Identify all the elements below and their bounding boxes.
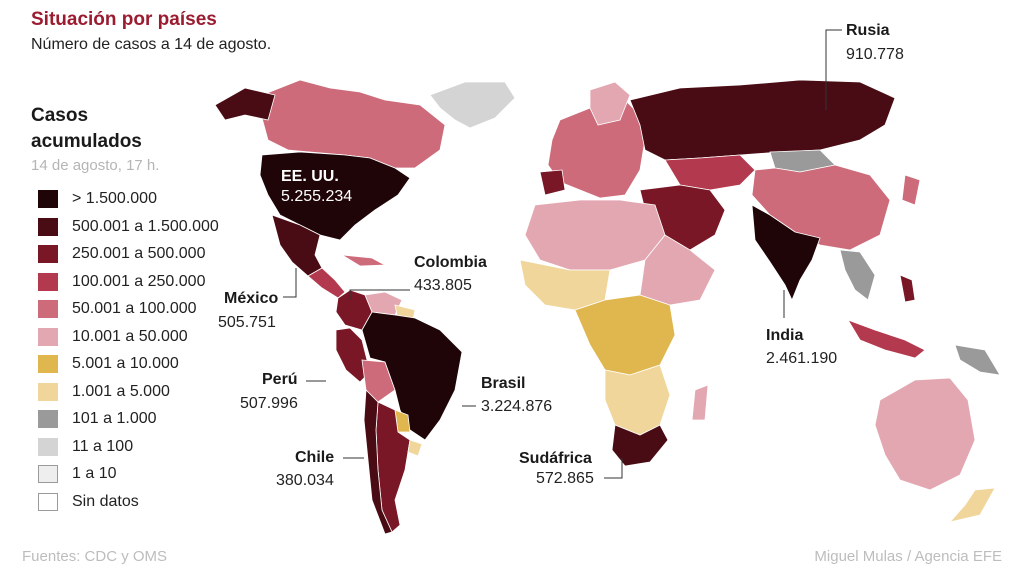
legend-title: Casos acumulados — [31, 105, 142, 152]
philippines-region — [899, 274, 916, 303]
legend-item: 100.001 a 250.000 — [38, 271, 268, 293]
colombia-name-label: Colombia — [414, 254, 487, 271]
east-africa-region — [639, 234, 716, 306]
central-asia-region — [664, 154, 756, 191]
brasil-region — [361, 311, 463, 441]
legend-label: 10.001 a 50.000 — [72, 328, 188, 345]
legend-label: 50.001 a 100.000 — [72, 300, 197, 317]
spain-region — [539, 169, 566, 196]
legend-swatch — [38, 245, 58, 263]
peru-name-label: Perú — [262, 371, 298, 388]
usa-value-label: 5.255.234 — [281, 188, 353, 205]
legend-item: 1.001 a 5.000 — [38, 381, 268, 403]
usa-region — [259, 151, 411, 241]
legend-item: 5.001 a 10.000 — [38, 353, 268, 375]
bolivia-region — [361, 359, 396, 403]
legend-label: 250.001 a 500.000 — [72, 245, 206, 262]
sudafrica-value-label: 572.865 — [536, 470, 594, 487]
legend-label: 1.001 a 5.000 — [72, 383, 170, 400]
legend-swatch — [38, 190, 58, 208]
colombia-leader — [349, 289, 410, 300]
chile-region — [363, 389, 393, 535]
caribbean-region — [341, 254, 387, 267]
canada-region — [261, 79, 446, 169]
legend-label: 11 a 100 — [72, 438, 134, 455]
india-value-label: 2.461.190 — [766, 350, 838, 367]
legend-swatch — [38, 300, 58, 318]
rusia-leader — [825, 29, 842, 110]
legend-swatch — [38, 493, 58, 511]
papua-region — [954, 344, 1001, 376]
brasil-value-label: 3.224.876 — [481, 398, 553, 415]
central-africa-region — [574, 294, 676, 376]
sudafrica-name-label: Sudáfrica — [519, 450, 592, 467]
japan-region — [901, 174, 921, 206]
legend-item: 500.001 a 1.500.000 — [38, 216, 268, 238]
legend-label: 1 a 10 — [72, 465, 117, 482]
uruguay-region — [407, 439, 423, 457]
legend-label: Sin datos — [72, 493, 139, 510]
legend-item: > 1.500.000 — [38, 188, 268, 210]
legend-item: 1 a 10 — [38, 463, 268, 485]
legend-label: 100.001 a 250.000 — [72, 273, 206, 290]
colombia-value-label: 433.805 — [414, 277, 472, 294]
legend-label: 5.001 a 10.000 — [72, 355, 179, 372]
brasil-name-label: Brasil — [481, 375, 526, 392]
peru-value-label: 507.996 — [240, 395, 298, 412]
legend-swatch — [38, 383, 58, 401]
legend-swatch — [38, 410, 58, 428]
usa-name-label: EE. UU. — [281, 168, 339, 185]
mexico-name-label: México — [224, 290, 279, 307]
india-region — [751, 204, 821, 302]
legend-date: 14 de agosto, 17 h. — [31, 157, 160, 174]
indonesia-region — [847, 319, 926, 359]
legend-swatch — [38, 355, 58, 373]
alaska-region — [214, 87, 276, 121]
greenland-region — [429, 81, 516, 129]
legend-item: 250.001 a 500.000 — [38, 243, 268, 265]
north-africa-region — [524, 199, 666, 271]
page-title: Situación por países — [31, 9, 217, 30]
chile-value-label: 380.034 — [276, 472, 334, 489]
mexico-value-label: 505.751 — [218, 314, 276, 331]
southeast-asia-region — [839, 249, 876, 301]
legend-label: 500.001 a 1.500.000 — [72, 218, 219, 235]
footer-sources: Fuentes: CDC y OMS — [22, 548, 168, 565]
india-name-label: India — [766, 327, 804, 344]
rusia-name-label: Rusia — [846, 22, 890, 39]
scandinavia-region — [589, 81, 631, 126]
legend-swatch — [38, 328, 58, 346]
legend-label: 101 a 1.000 — [72, 410, 157, 427]
legend-swatch — [38, 218, 58, 236]
legend-swatch — [38, 465, 58, 483]
rusia-region — [629, 79, 896, 161]
legend-swatch — [38, 438, 58, 456]
new-zealand-region — [948, 487, 996, 523]
rusia-value-label: 910.778 — [846, 46, 904, 63]
footer-credit: Miguel Mulas / Agencia EFE — [814, 548, 1002, 565]
madagascar-region — [691, 384, 709, 421]
legend-label: > 1.500.000 — [72, 190, 157, 207]
legend-item: 50.001 a 100.000 — [38, 298, 268, 320]
legend-swatch — [38, 273, 58, 291]
page-subtitle: Número de casos a 14 de agosto. — [31, 36, 272, 53]
australia-region — [874, 377, 976, 491]
legend-item: 11 a 100 — [38, 436, 268, 458]
legend-item: 10.001 a 50.000 — [38, 326, 268, 348]
chile-name-label: Chile — [295, 449, 335, 466]
sudafrica-region — [611, 424, 669, 467]
mexico-leader — [283, 268, 297, 298]
central-america-region — [307, 267, 346, 299]
legend-item: 101 a 1.000 — [38, 408, 268, 430]
legend-item: Sin datos — [38, 491, 268, 513]
sudafrica-leader — [604, 458, 623, 479]
